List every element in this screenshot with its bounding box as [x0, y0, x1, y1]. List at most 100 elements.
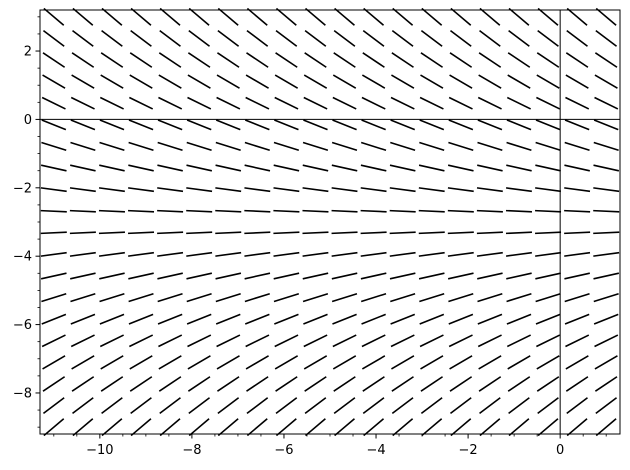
slope-segment [40, 272, 67, 280]
slope-segment [244, 141, 270, 152]
slope-segment [70, 292, 96, 303]
slope-segment [72, 418, 94, 437]
slope-segment [100, 52, 124, 68]
slope-segment [101, 29, 123, 47]
slope-segment [302, 209, 329, 213]
slope-segment [215, 313, 241, 325]
slope-segment [450, 7, 472, 26]
slope-segment [593, 272, 620, 280]
slope-segment [130, 29, 152, 47]
slope-segment [246, 397, 269, 415]
slope-segment [391, 376, 414, 392]
slope-segment [128, 231, 155, 235]
slope-segment [128, 209, 155, 213]
slope-segment [565, 376, 589, 392]
slope-segment [128, 164, 154, 172]
slope-segment [70, 334, 95, 348]
slope-segment [419, 292, 445, 303]
slope-segment [477, 164, 503, 172]
slope-segment [593, 209, 620, 213]
slope-segment [331, 209, 358, 213]
slope-segment [216, 334, 241, 348]
slope-segment [101, 397, 123, 415]
slope-segment [246, 29, 269, 47]
slope-segment [41, 334, 66, 348]
slope-segment [216, 52, 240, 68]
slope-segment [392, 7, 414, 26]
slope-segment [273, 231, 300, 235]
slope-segments [40, 7, 620, 437]
slope-segment [215, 187, 242, 193]
slope-segment [159, 29, 181, 47]
slope-segment [303, 74, 328, 89]
slope-segment [505, 231, 532, 235]
slope-segment [40, 251, 67, 257]
slope-segment [479, 7, 501, 26]
slope-segment [128, 141, 154, 152]
slope-segment [99, 334, 124, 348]
slope-segment [333, 52, 356, 68]
slope-segment [389, 187, 416, 193]
slope-segment [477, 313, 503, 325]
slope-segment [362, 397, 385, 415]
y-tick-label: −2 [13, 181, 32, 196]
slope-segment [42, 355, 66, 370]
slope-segment [390, 313, 416, 325]
slope-segment [42, 52, 66, 68]
slope-segment [70, 96, 95, 110]
slope-segment [42, 397, 65, 415]
slope-segment [390, 334, 415, 348]
slope-segment [332, 96, 357, 110]
slope-segment [419, 141, 445, 152]
slope-segment [593, 251, 620, 257]
slope-segment [130, 418, 152, 437]
slope-segment [360, 251, 387, 257]
slope-segment [275, 7, 297, 26]
slope-segment [128, 251, 155, 257]
slope-segment [419, 119, 445, 131]
slope-segment [361, 313, 386, 325]
slope-segment [72, 397, 94, 415]
slope-segment [42, 74, 66, 89]
slope-segment [216, 96, 241, 110]
slope-segment [362, 29, 385, 47]
slope-segment [418, 209, 445, 213]
slope-segment [505, 251, 532, 257]
slope-segment [69, 251, 96, 257]
slope-segment [274, 313, 299, 325]
slope-segment [186, 313, 212, 325]
slope-segment [71, 74, 95, 89]
slope-segment [41, 292, 67, 303]
slope-segment [564, 187, 591, 193]
slope-segment [71, 376, 95, 392]
plot-frame [39, 9, 621, 435]
slope-segment [158, 96, 183, 110]
slope-segment [507, 74, 531, 89]
slope-segment [331, 187, 358, 193]
slope-segment [537, 7, 559, 26]
x-tick-label: −4 [366, 443, 385, 458]
slope-segment [159, 7, 181, 26]
slope-segment [418, 187, 445, 193]
slope-segment [508, 7, 530, 26]
slope-segment [273, 209, 300, 213]
slope-segment [99, 292, 125, 303]
y-tick-label: −4 [13, 250, 32, 265]
slope-segment [129, 74, 153, 89]
slope-segment [273, 187, 300, 193]
slope-segment [389, 251, 416, 257]
slope-segment [566, 29, 588, 47]
slope-segment [157, 141, 183, 152]
slope-segment [566, 418, 588, 437]
slope-segment [215, 209, 242, 213]
slope-segment [595, 397, 618, 415]
slope-segment [128, 187, 155, 193]
slope-segment [537, 418, 559, 437]
slope-segment [187, 355, 211, 370]
slope-segment [477, 141, 503, 152]
slope-segment [476, 231, 503, 235]
slope-segment [418, 164, 445, 172]
slope-segment [331, 272, 358, 280]
